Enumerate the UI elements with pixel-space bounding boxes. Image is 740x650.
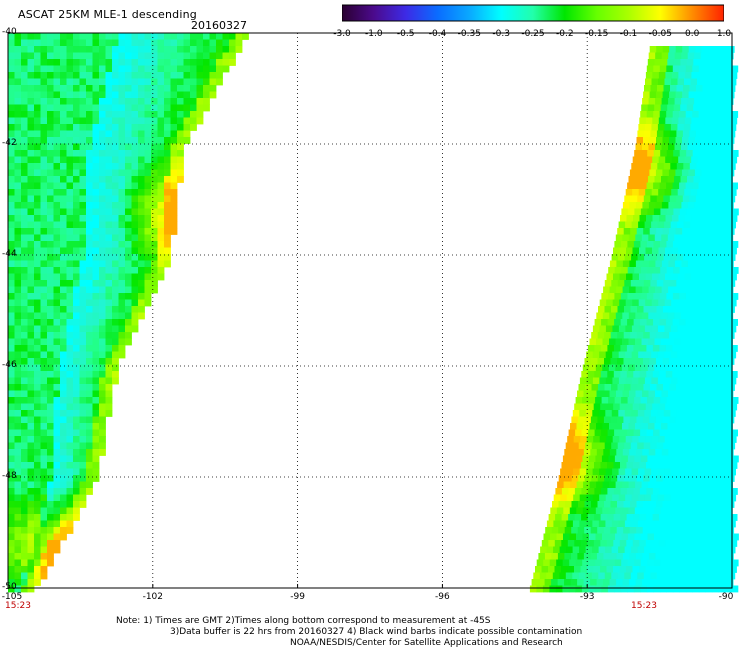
color-scale-tick-label: -0.1 [619, 29, 638, 39]
color-scale-gradient [342, 4, 724, 22]
swath-west [8, 33, 249, 593]
lat-label: -46 [2, 360, 17, 370]
lat-label: -40 [2, 27, 17, 37]
lon-label: -96 [435, 592, 450, 602]
color-scale-tick-label: 0.0 [684, 29, 700, 39]
color-scale-tick-label: -0.25 [521, 29, 545, 39]
map-border [7, 32, 733, 589]
lat-label: -44 [2, 249, 17, 259]
lat-label: -48 [2, 471, 17, 481]
lat-label: -42 [2, 138, 17, 148]
note-line-2: 3)Data buffer is 22 hrs from 20160327 4)… [170, 627, 583, 637]
lon-label: -105 [1, 592, 23, 602]
lon-label: -99 [290, 592, 305, 602]
color-scale-tick-label: -0.05 [648, 29, 672, 39]
note-line-1: Note: 1) Times are GMT 2)Times along bot… [116, 616, 491, 626]
swath-time-label: 15:23 [631, 601, 657, 611]
color-scale-tick-label: -0.35 [457, 29, 481, 39]
lon-label: -93 [579, 592, 595, 602]
color-scale-bar: -3.0 -1.0 -0.5 -0.4 -0.35 -0.3 -0.25 -0.2 -0.15-… [333, 4, 731, 44]
color-scale-tick-label: -0.15 [585, 29, 609, 39]
color-scale-tick-label: -3.0 [333, 29, 351, 39]
color-scale-swatches [342, 4, 724, 22]
color-scale-tick-label: -0.5 [396, 29, 415, 39]
map-date: 20160327 [191, 19, 247, 32]
lon-label: -90 [718, 592, 734, 602]
color-scale-tick-label: 1.0 [716, 29, 732, 39]
map-frame [7, 32, 733, 589]
color-scale-tick-label: -0.3 [492, 29, 510, 39]
swath-east [529, 46, 739, 593]
color-scale-tick-label: -0.4 [428, 29, 447, 39]
lat-label: -50 [2, 582, 17, 592]
color-scale-tick-label: -0.2 [556, 29, 574, 39]
scatterometer-swaths [8, 33, 739, 593]
lon-label: -102 [142, 592, 164, 602]
swath-time-label: 15:23 [5, 601, 31, 611]
map-title: ASCAT 25KM MLE-1 descending [18, 8, 197, 21]
note-line-3: NOAA/NESDIS/Center for Satellite Applica… [290, 638, 563, 648]
color-scale-tick-label: -1.0 [365, 29, 383, 39]
